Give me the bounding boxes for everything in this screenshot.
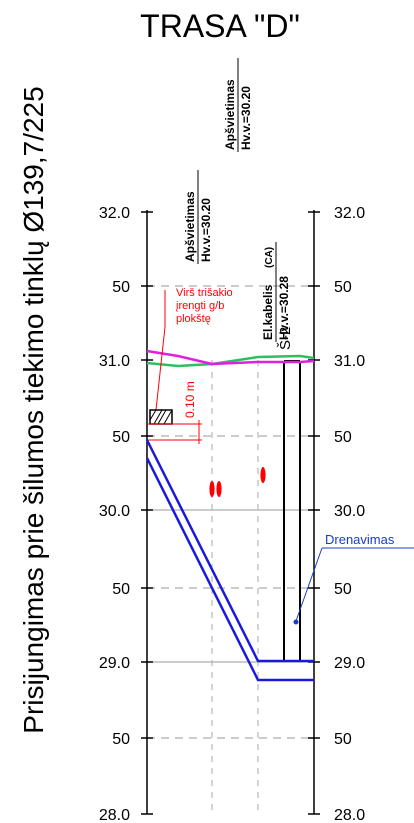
note-line: Virš trišakio (176, 287, 233, 299)
left-axis-labels: 32.0 50 31.0 50 30.0 50 29.0 50 28.0 (99, 205, 130, 823)
crossing-name: Apšvietimas (183, 191, 197, 262)
heating-pipe-supply (145, 439, 314, 663)
well-label: Š-2 (277, 327, 294, 350)
dimension-0-10: 0.10 m (147, 381, 202, 444)
note-line: įrengti g/b (176, 300, 224, 312)
right-label: 32.0 (334, 205, 365, 222)
cable-marker (209, 481, 215, 497)
surface-line (146, 349, 315, 366)
right-axis-labels: 32.0 50 31.0 50 30.0 50 29.0 50 28.0 (334, 205, 365, 823)
left-label: 29.0 (99, 655, 130, 672)
cable-marker (216, 481, 222, 497)
right-label: 50 (334, 279, 352, 296)
crossing-label-1: Apšvietimas Hv.v.=30.20 (223, 58, 253, 152)
crossing-tag: (CA) (264, 247, 275, 268)
ticks (141, 211, 320, 815)
tee-note: Virš trišakio įrengti g/b plokštę (154, 287, 233, 420)
drainage-pipe (293, 619, 299, 625)
cable-marker (260, 467, 266, 483)
left-label: 50 (112, 581, 130, 598)
drainage: Drenavimas (293, 532, 414, 625)
right-label: 50 (334, 429, 352, 446)
concrete-slab (149, 409, 173, 425)
left-label: 31.0 (99, 353, 130, 370)
right-label: 28.0 (334, 807, 365, 823)
right-label: 31.0 (334, 353, 365, 370)
left-label: 50 (112, 429, 130, 446)
right-label: 29.0 (334, 655, 365, 672)
right-label: 50 (334, 731, 352, 748)
dimension-label: 0.10 m (183, 381, 197, 418)
right-label: 50 (334, 581, 352, 598)
crossing-label-2: Apšvietimas Hv.v.=30.20 (183, 170, 213, 264)
crossing-level: Hv.v.=30.28 (277, 276, 291, 340)
left-label: 30.0 (99, 503, 130, 520)
crossing-level: Hv.v.=30.20 (199, 198, 213, 262)
heating-pipe-return (145, 457, 314, 682)
drainage-label: Drenavimas (325, 532, 395, 547)
ground-line (146, 354, 315, 368)
left-label: 28.0 (99, 807, 130, 823)
left-label: 50 (112, 279, 130, 296)
left-label: 50 (112, 731, 130, 748)
crossing-name: Apšvietimas (223, 79, 237, 150)
crossing-name: El.kabelis (261, 284, 275, 340)
crossing-label-3: El.kabelis (CA) Hv.v.=30.28 (261, 242, 291, 342)
side-title: Prisijungimas prie šilumos tiekimo tinkl… (18, 86, 49, 733)
note-line: plokštę (176, 313, 211, 325)
right-label: 30.0 (334, 503, 365, 520)
drawing-title: TRASA "D" (140, 8, 300, 44)
left-label: 32.0 (99, 205, 130, 222)
crossing-level: Hv.v.=30.20 (239, 86, 253, 150)
